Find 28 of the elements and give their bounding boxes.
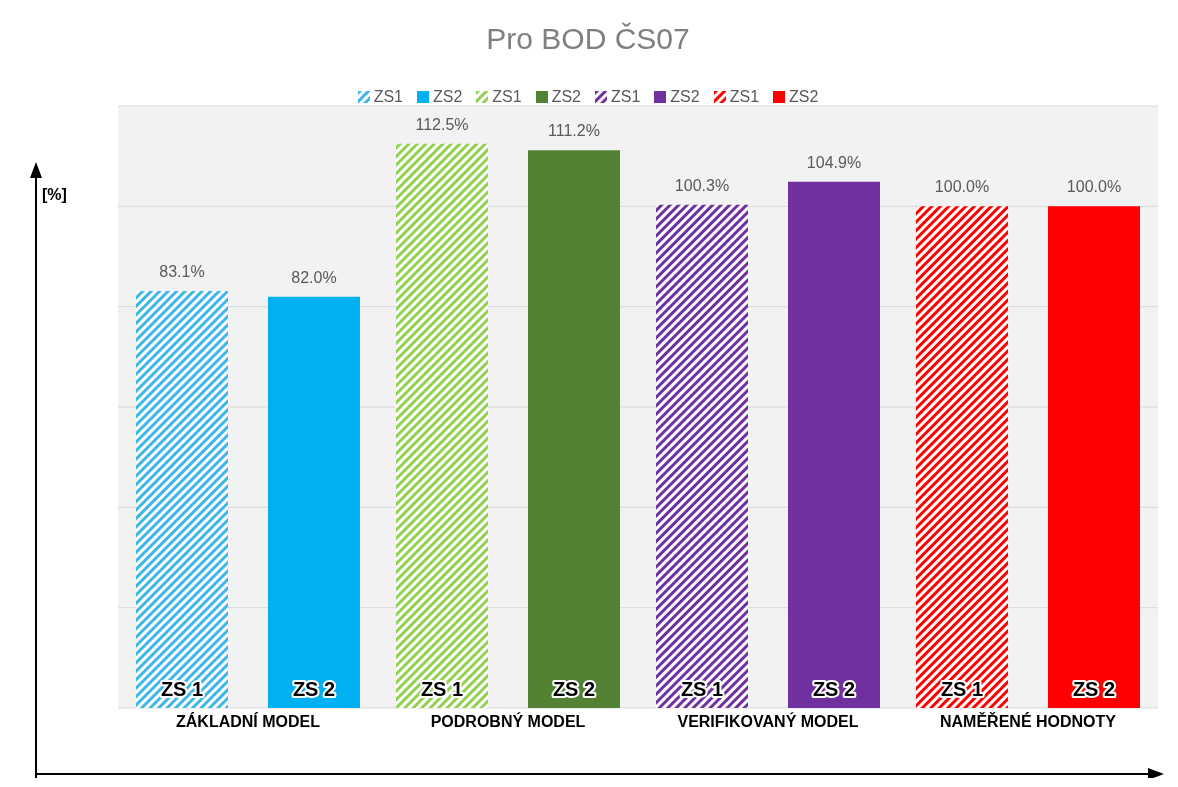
x-tick-label: ZÁKLADNÍ MODEL [176, 712, 321, 731]
data-label: 100.0% [934, 178, 990, 196]
data-label: 100.3% [674, 176, 730, 194]
annotation: ZS 2 [812, 678, 856, 700]
legend-label: ZS1 [372, 88, 403, 106]
annotation: ZS 1 [160, 678, 204, 700]
x-tick-label: PODROBNÝ MODEL [430, 712, 586, 731]
legend-label: ZS2 [669, 88, 700, 106]
annotation: ZS 2 [552, 678, 596, 700]
legend-label: ZS1 [491, 88, 522, 106]
data-label: 112.5% [415, 115, 469, 133]
x-tick-label: NAMĚŘENÉ HODNOTY [939, 712, 1117, 731]
legend-label: ZS2 [550, 88, 581, 106]
annotation: ZS 1 [420, 678, 464, 700]
legend-label: ZS2 [788, 88, 819, 106]
legend-label: ZS1 [728, 88, 760, 106]
data-label: 104.9% [806, 153, 862, 171]
annotation: ZS 2 [292, 678, 336, 700]
legend-label: ZS1 [610, 88, 641, 106]
data-label: 83.1% [159, 263, 205, 281]
y-axis-title: [%] [42, 186, 67, 204]
data-label: 100.0% [1066, 178, 1122, 196]
legend-label: ZS2 [431, 88, 463, 106]
chart-title: Pro BOD ČS07 [485, 22, 691, 56]
annotation: ZS 2 [1072, 678, 1116, 700]
data-label: 82.0% [291, 268, 337, 286]
x-tick-label: VERIFIKOVANÝ MODEL [677, 712, 859, 731]
data-label: 111.2% [548, 122, 600, 140]
